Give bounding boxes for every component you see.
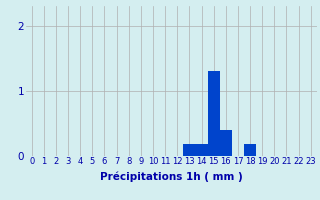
Bar [208, 71, 220, 156]
Bar [183, 144, 196, 156]
Bar [220, 130, 232, 156]
X-axis label: Précipitations 1h ( mm ): Précipitations 1h ( mm ) [100, 172, 243, 182]
Bar [196, 144, 208, 156]
Bar [244, 144, 256, 156]
